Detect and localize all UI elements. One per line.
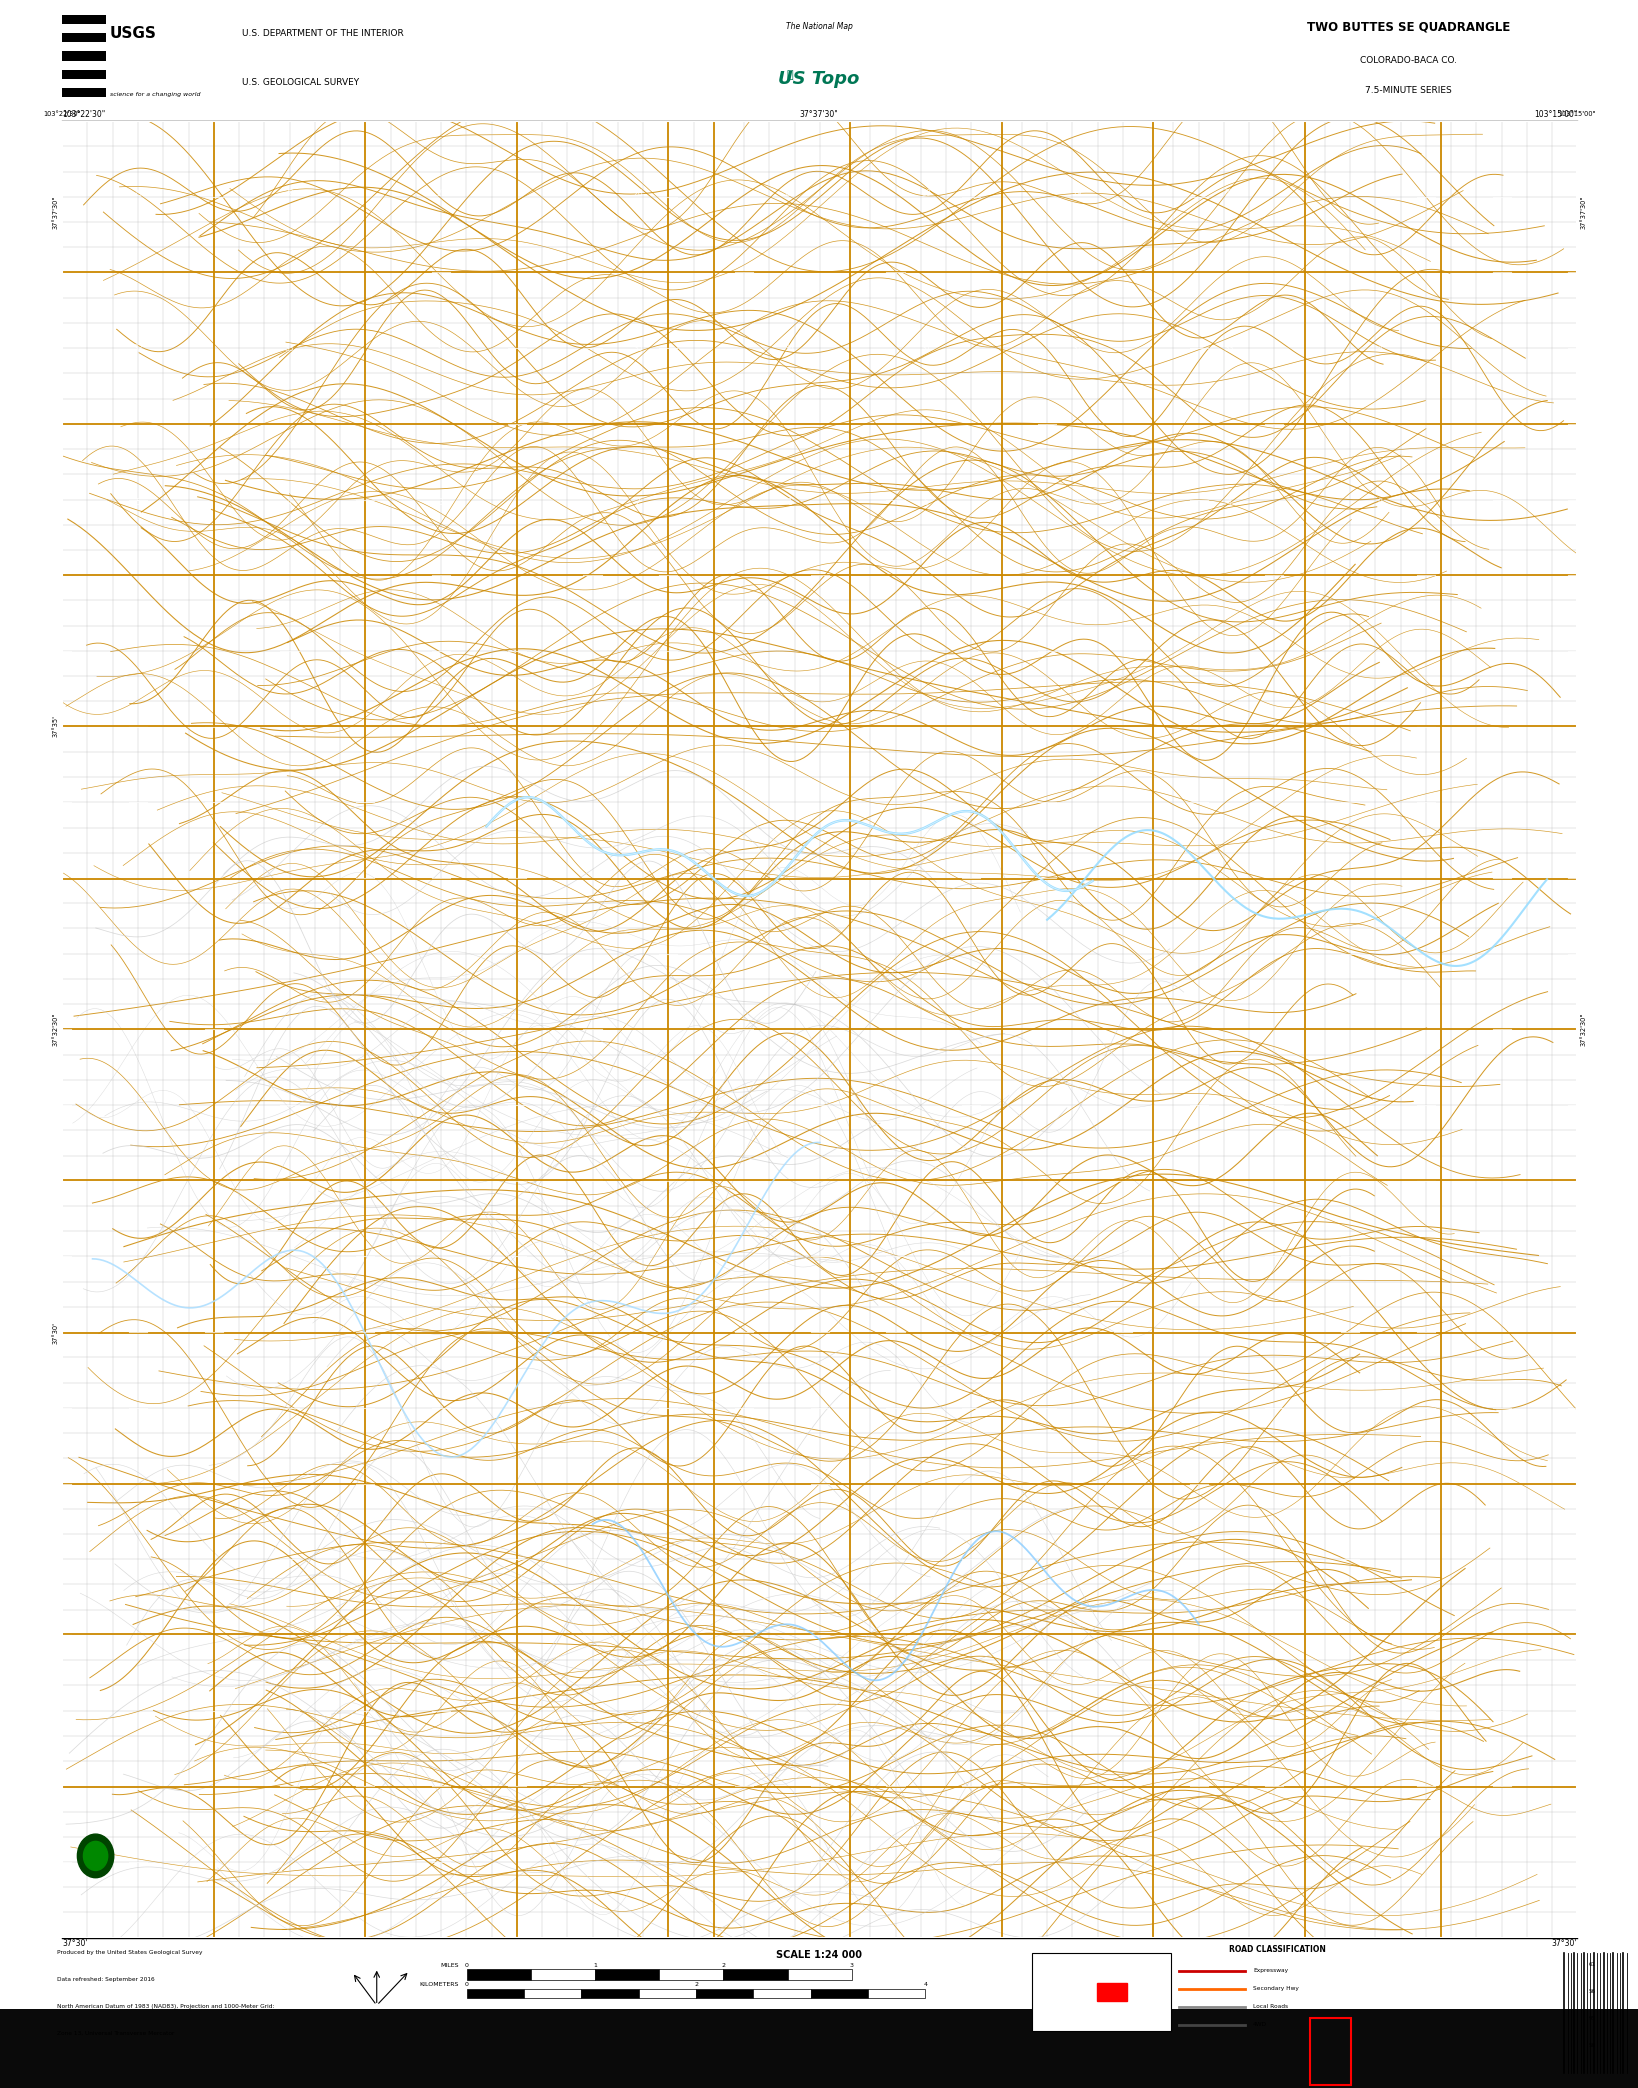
Circle shape — [84, 1842, 108, 1871]
Bar — [1310, 2017, 1351, 2086]
Text: 35: 35 — [634, 345, 642, 353]
Text: Zone 13, Universal Transverse Mercator: Zone 13, Universal Transverse Mercator — [57, 2032, 175, 2036]
Text: 4: 4 — [1378, 345, 1382, 353]
Text: KILOMETERS: KILOMETERS — [419, 1982, 459, 1988]
Text: 32: 32 — [133, 345, 143, 353]
Bar — [696, 1988, 753, 1998]
Bar — [62, 42, 106, 52]
Bar — [811, 1988, 868, 1998]
Text: 37°32'30": 37°32'30" — [52, 1013, 59, 1046]
Text: 1: 1 — [788, 499, 791, 507]
Bar — [524, 1988, 581, 1998]
Bar — [467, 1969, 531, 1979]
Text: Data refreshed: September 2016: Data refreshed: September 2016 — [57, 1977, 156, 1982]
Text: 103°15'00": 103°15'00" — [1559, 111, 1595, 117]
Text: 37°30': 37°30' — [62, 1940, 88, 1948]
Bar — [639, 1988, 696, 1998]
Text: 2: 2 — [721, 1963, 726, 1967]
Text: 33: 33 — [285, 345, 295, 353]
Text: 27: 27 — [436, 190, 446, 198]
Text: 34: 34 — [436, 345, 446, 353]
Text: 36: 36 — [785, 345, 794, 353]
Text: 4: 4 — [924, 1982, 927, 1988]
Text: 9: 9 — [1378, 499, 1382, 507]
Text: 33: 33 — [1376, 190, 1386, 198]
Text: North American Datum of 1983 (NAD83), Projection and 1000-Meter Grid:: North American Datum of 1983 (NAD83), Pr… — [57, 2004, 275, 2009]
Bar — [581, 1988, 639, 1998]
Text: 37°37'30": 37°37'30" — [52, 196, 59, 228]
Text: 95: 95 — [1589, 2017, 1595, 2021]
Text: 37°30': 37°30' — [1551, 1940, 1577, 1948]
Text: Expressway: Expressway — [1253, 1969, 1287, 1973]
Text: USGS: USGS — [110, 27, 157, 42]
Text: 37°37'30": 37°37'30" — [1581, 196, 1587, 228]
Bar — [1097, 1984, 1127, 2000]
Text: U.S. DEPARTMENT OF THE INTERIOR: U.S. DEPARTMENT OF THE INTERIOR — [242, 29, 405, 38]
Text: 56: 56 — [1589, 1990, 1595, 1994]
Text: The National Map: The National Map — [786, 23, 852, 31]
Bar — [62, 23, 106, 33]
Text: 4WD: 4WD — [1253, 2023, 1268, 2027]
Circle shape — [77, 1833, 113, 1877]
Text: 103°15'00": 103°15'00" — [1535, 111, 1577, 119]
Text: Local Roads: Local Roads — [1253, 2004, 1287, 2009]
Text: 2: 2 — [636, 499, 640, 507]
Text: 5: 5 — [136, 499, 141, 507]
Text: 0: 0 — [465, 1982, 468, 1988]
Text: 2: 2 — [695, 1982, 698, 1988]
Text: 7.5-MINUTE SERIES: 7.5-MINUTE SERIES — [1366, 86, 1451, 96]
Text: science for a changing world: science for a changing world — [110, 92, 200, 96]
Text: 61: 61 — [1589, 1963, 1595, 1967]
Text: 37°35': 37°35' — [52, 714, 59, 737]
Text: 37°32'30": 37°32'30" — [1581, 1013, 1587, 1046]
Text: Secondary Hwy: Secondary Hwy — [1253, 1986, 1299, 1992]
Text: 29: 29 — [1073, 190, 1083, 198]
Bar — [531, 1969, 595, 1979]
Bar — [724, 1969, 788, 1979]
Text: 0: 0 — [465, 1963, 468, 1967]
Text: ROAD CLASSIFICATION: ROAD CLASSIFICATION — [1228, 1946, 1327, 1954]
Bar — [62, 98, 106, 106]
Bar — [788, 1969, 852, 1979]
Text: 37°30': 37°30' — [52, 1322, 59, 1345]
Bar — [1032, 1952, 1171, 2032]
Text: MILES: MILES — [441, 1963, 459, 1967]
Bar — [658, 1969, 724, 1979]
Text: 26: 26 — [634, 190, 642, 198]
Text: U.S. GEOLOGICAL SURVEY: U.S. GEOLOGICAL SURVEY — [242, 77, 360, 88]
Text: 103°22'30": 103°22'30" — [62, 111, 105, 119]
Text: 3: 3 — [439, 499, 444, 507]
Text: 5: 5 — [1075, 499, 1079, 507]
Text: 3: 3 — [850, 1963, 853, 1967]
Bar — [868, 1988, 925, 1998]
Text: 30: 30 — [921, 190, 930, 198]
Text: 56: 56 — [1589, 2044, 1595, 2048]
Text: 37°37'30": 37°37'30" — [799, 111, 839, 119]
Text: 1: 1 — [593, 1963, 598, 1967]
Bar — [467, 1988, 524, 1998]
Text: 25: 25 — [785, 190, 794, 198]
Text: 4: 4 — [287, 499, 292, 507]
Text: 33: 33 — [1224, 345, 1233, 353]
Bar — [0, 2009, 1638, 2088]
Text: SCALE 1:24 000: SCALE 1:24 000 — [776, 1950, 862, 1961]
Text: 4: 4 — [1227, 499, 1232, 507]
Text: 31: 31 — [921, 345, 930, 353]
Text: US Topo: US Topo — [778, 69, 860, 88]
Bar — [62, 79, 106, 88]
Bar — [62, 61, 106, 69]
Text: 28: 28 — [1224, 190, 1233, 198]
Text: 🌲: 🌲 — [786, 71, 793, 79]
Text: 32: 32 — [1073, 345, 1083, 353]
Text: TWO BUTTES SE QUADRANGLE: TWO BUTTES SE QUADRANGLE — [1307, 21, 1510, 33]
Bar — [753, 1988, 811, 1998]
Text: 103°22'30": 103°22'30" — [44, 111, 80, 117]
Text: 6: 6 — [924, 499, 929, 507]
Text: 28: 28 — [285, 190, 295, 198]
Text: COLORADO-BACA CO.: COLORADO-BACA CO. — [1360, 56, 1458, 65]
Text: 29: 29 — [133, 190, 143, 198]
Bar — [595, 1969, 658, 1979]
Bar — [62, 15, 106, 106]
Text: Produced by the United States Geological Survey: Produced by the United States Geological… — [57, 1950, 203, 1954]
